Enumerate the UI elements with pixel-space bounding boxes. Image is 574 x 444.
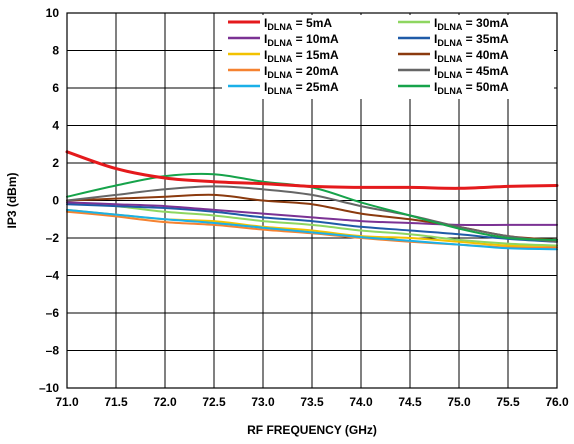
x-tick-label: 73.5 [300, 395, 324, 409]
series-line-10ma [66, 201, 558, 227]
legend-entry-label: IDLNA = 50mA [434, 80, 509, 96]
x-tick-label: 75.0 [447, 395, 471, 409]
y-tick-label: 4 [52, 119, 59, 133]
legend-entry-label: IDLNA = 15mA [264, 48, 339, 64]
legend-entry-label: IDLNA = 10mA [264, 32, 339, 48]
series-line-30ma [66, 201, 558, 247]
series-line-5ma [65, 150, 559, 190]
y-tick-labels: 10 8 6 4 2 0 –2 –4 –6 –8 –10 [39, 6, 59, 395]
legend-background [222, 15, 554, 99]
series-lines [65, 150, 559, 251]
y-tick-label: 0 [52, 194, 59, 208]
y-tick-label: 8 [52, 44, 59, 58]
legend-entry-label: IDLNA = 20mA [264, 64, 339, 80]
y-tick-label: 2 [52, 156, 59, 170]
x-tick-label: 74.0 [349, 395, 373, 409]
legend-entry-label: IDLNA = 40mA [434, 48, 509, 64]
y-tick-label: –4 [46, 269, 60, 283]
series-line-35ma [66, 203, 558, 243]
x-tick-label: 71.5 [104, 395, 128, 409]
y-tick-label: 10 [46, 6, 60, 20]
series-line-45ma [66, 185, 558, 243]
x-tick-label: 73.0 [251, 395, 275, 409]
legend-entry-label: IDLNA = 30mA [434, 16, 509, 32]
legend-entry-label: IDLNA = 5mA [264, 16, 332, 32]
x-tick-label: 71.0 [55, 395, 79, 409]
plot-frame [66, 12, 558, 389]
series-line-25ma [66, 208, 558, 251]
x-tick-label: 72.5 [202, 395, 226, 409]
y-tick-label: –6 [46, 306, 60, 320]
y-tick-label: –10 [39, 381, 59, 395]
legend-entry-label: IDLNA = 35mA [434, 32, 509, 48]
y-tick-label: –2 [46, 231, 60, 245]
x-tick-labels: 71.0 71.5 72.0 72.5 73.0 73.5 74.0 74.5 75.0 75.5… [55, 395, 569, 409]
legend-entry-label: IDLNA = 45mA [434, 64, 509, 80]
x-tick-label: 76.0 [545, 395, 569, 409]
y-axis-title: IP3 (dBm) [5, 172, 19, 228]
y-tick-label: –8 [46, 344, 60, 358]
x-axis-title: RF FREQUENCY (GHz) [247, 423, 377, 437]
x-tick-label: 75.5 [496, 395, 520, 409]
y-tick-label: 6 [52, 81, 59, 95]
x-tick-label: 74.5 [398, 395, 422, 409]
x-tick-label: 72.0 [153, 395, 177, 409]
legend-entry-label: IDLNA = 25mA [264, 80, 339, 96]
